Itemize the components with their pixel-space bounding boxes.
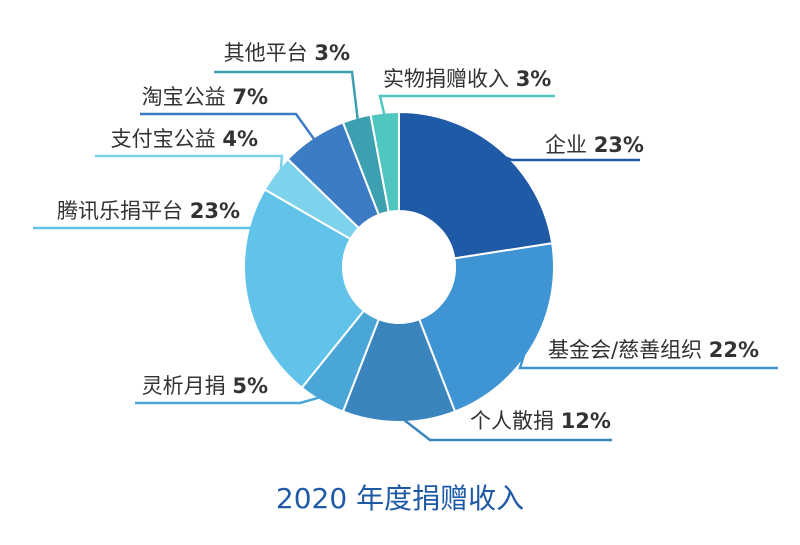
leader-line	[378, 94, 555, 119]
slice-label: 个人散捐 12%	[470, 409, 611, 433]
slice-label: 基金会/慈善组织 22%	[548, 338, 759, 362]
leader-lines-group	[33, 70, 778, 442]
chart-title: 2020 年度捐赠收入	[276, 482, 524, 515]
leader-line	[398, 415, 612, 442]
leader-line	[214, 70, 360, 124]
leader-line	[518, 341, 778, 370]
slice-label-name: 实物捐赠收入	[383, 67, 516, 91]
slice-label-name: 其他平台	[224, 41, 315, 65]
pie-slice	[417, 242, 555, 413]
slice-label: 灵析月捐 5%	[142, 374, 268, 398]
slices-group	[243, 110, 555, 423]
leader-line	[140, 112, 318, 144]
pie-slice	[341, 317, 457, 423]
pie-slice	[369, 110, 400, 214]
slice-label-value: 5%	[232, 374, 268, 398]
slice-label: 支付宝公益 4%	[111, 127, 258, 151]
slice-label: 淘宝公益 7%	[142, 85, 268, 109]
slice-label: 腾讯乐捐平台 23%	[57, 199, 240, 223]
slice-label-value: 23%	[594, 133, 644, 157]
slice-label-value: 23%	[190, 199, 240, 223]
labels-group: 企业 23% 基金会/慈善组织 22% 个人散捐 12% 灵析月捐 5% 腾讯乐捐平台 …	[57, 41, 759, 433]
slice-label: 实物捐赠收入 3%	[383, 67, 551, 91]
slice-label: 企业 23%	[545, 133, 644, 157]
slice-label-value: 3%	[314, 41, 350, 65]
slice-label-value: 4%	[222, 127, 258, 151]
slice-label-value: 12%	[561, 409, 611, 433]
pie-slice	[243, 188, 366, 390]
slice-label-name: 腾讯乐捐平台	[57, 199, 190, 223]
pie-slice	[398, 110, 554, 260]
slice-label-value: 7%	[232, 85, 268, 109]
slice-label-name: 个人散捐	[470, 409, 561, 433]
leader-line	[33, 226, 264, 295]
slice-label-value: 3%	[516, 67, 552, 91]
leader-line	[135, 394, 325, 405]
slice-label-name: 支付宝公益	[111, 127, 223, 151]
slice-label-value: 22%	[709, 338, 759, 362]
leader-line	[495, 152, 640, 162]
slice-label-name: 淘宝公益	[142, 85, 233, 109]
slice-label: 其他平台 3%	[224, 41, 350, 65]
slice-label-name: 企业	[545, 133, 594, 157]
leader-line	[95, 154, 284, 178]
slice-label-name: 基金会/慈善组织	[548, 338, 709, 362]
slice-label-name: 灵析月捐	[142, 374, 233, 398]
